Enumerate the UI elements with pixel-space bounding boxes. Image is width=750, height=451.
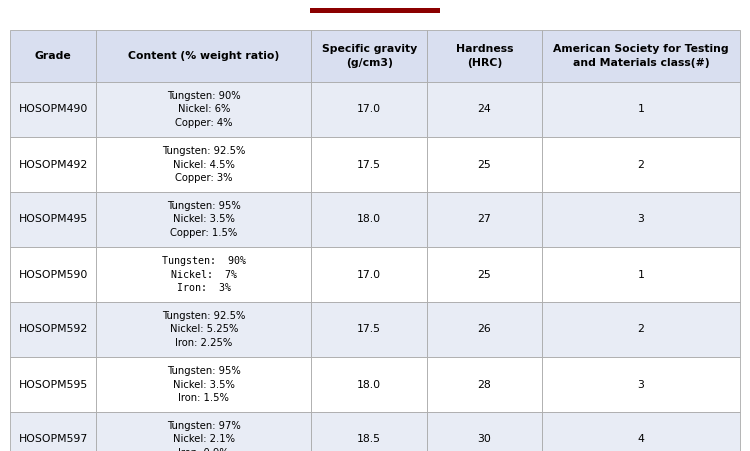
Bar [96,357,311,412]
Text: 28: 28 [478,379,491,390]
Text: 17.5: 17.5 [357,160,381,170]
Text: Tungsten: 97%
Nickel: 2.1%
Iron: 0.9%: Tungsten: 97% Nickel: 2.1% Iron: 0.9% [167,421,241,451]
Bar [427,192,542,247]
Text: Tungsten: 90%
Nickel: 6%
Copper: 4%: Tungsten: 90% Nickel: 6% Copper: 4% [167,91,241,128]
Bar [311,82,427,137]
Text: Tungsten:  90%
Nickel:  7%
Iron:  3%: Tungsten: 90% Nickel: 7% Iron: 3% [162,256,246,293]
Text: Specific gravity
(g/cm3): Specific gravity (g/cm3) [322,44,417,68]
Bar [10,30,96,82]
Bar [427,137,542,192]
Bar [542,82,740,137]
Text: 17.0: 17.0 [357,105,381,115]
Text: Grade: Grade [34,51,71,61]
Text: 30: 30 [478,434,491,445]
Bar [96,137,311,192]
Text: 3: 3 [638,215,644,225]
Bar [427,30,542,82]
Text: Tungsten: 95%
Nickel: 3.5%
Iron: 1.5%: Tungsten: 95% Nickel: 3.5% Iron: 1.5% [167,366,241,403]
Bar [10,412,96,451]
Text: 2: 2 [638,160,644,170]
Text: HOSOPM495: HOSOPM495 [19,215,88,225]
Text: 24: 24 [478,105,491,115]
Text: 18.0: 18.0 [357,215,381,225]
Bar [10,357,96,412]
Bar [311,192,427,247]
Bar [10,192,96,247]
Text: 26: 26 [478,325,491,335]
Bar [96,247,311,302]
Bar [427,302,542,357]
Bar [96,82,311,137]
Text: 25: 25 [478,160,491,170]
Text: Content (% weight ratio): Content (% weight ratio) [128,51,280,61]
Text: 1: 1 [638,105,644,115]
Text: HOSOPM590: HOSOPM590 [19,270,88,280]
Text: 1: 1 [638,270,644,280]
Text: American Society for Testing
and Materials class(#): American Society for Testing and Materia… [554,44,729,68]
Text: 18.0: 18.0 [357,379,381,390]
Bar [427,357,542,412]
Bar [10,302,96,357]
Text: HOSOPM595: HOSOPM595 [19,379,88,390]
Text: HOSOPM490: HOSOPM490 [19,105,88,115]
Bar [542,412,740,451]
Bar [310,8,440,13]
Text: HOSOPM492: HOSOPM492 [19,160,88,170]
Bar [427,82,542,137]
Text: Hardness
(HRC): Hardness (HRC) [456,44,513,68]
Text: Tungsten: 92.5%
Nickel: 5.25%
Iron: 2.25%: Tungsten: 92.5% Nickel: 5.25% Iron: 2.25… [162,311,245,348]
Bar [96,192,311,247]
Text: HOSOPM592: HOSOPM592 [19,325,88,335]
Text: 3: 3 [638,379,644,390]
Bar [542,302,740,357]
Bar [311,412,427,451]
Bar [10,137,96,192]
Bar [311,30,427,82]
Text: 25: 25 [478,270,491,280]
Text: 17.5: 17.5 [357,325,381,335]
Bar [311,302,427,357]
Bar [542,30,740,82]
Bar [427,412,542,451]
Text: 17.0: 17.0 [357,270,381,280]
Bar [542,357,740,412]
Bar [10,247,96,302]
Text: 4: 4 [638,434,644,445]
Bar [542,247,740,302]
Text: 27: 27 [478,215,491,225]
Text: Tungsten: 95%
Nickel: 3.5%
Copper: 1.5%: Tungsten: 95% Nickel: 3.5% Copper: 1.5% [167,201,241,238]
Text: 2: 2 [638,325,644,335]
Text: Tungsten: 92.5%
Nickel: 4.5%
Copper: 3%: Tungsten: 92.5% Nickel: 4.5% Copper: 3% [162,146,245,183]
Text: 18.5: 18.5 [357,434,381,445]
Bar [10,82,96,137]
Bar [311,247,427,302]
Bar [542,137,740,192]
Bar [542,192,740,247]
Text: HOSOPM597: HOSOPM597 [19,434,88,445]
Bar [96,302,311,357]
Bar [427,247,542,302]
Bar [96,412,311,451]
Bar [311,137,427,192]
Bar [311,357,427,412]
Bar [96,30,311,82]
